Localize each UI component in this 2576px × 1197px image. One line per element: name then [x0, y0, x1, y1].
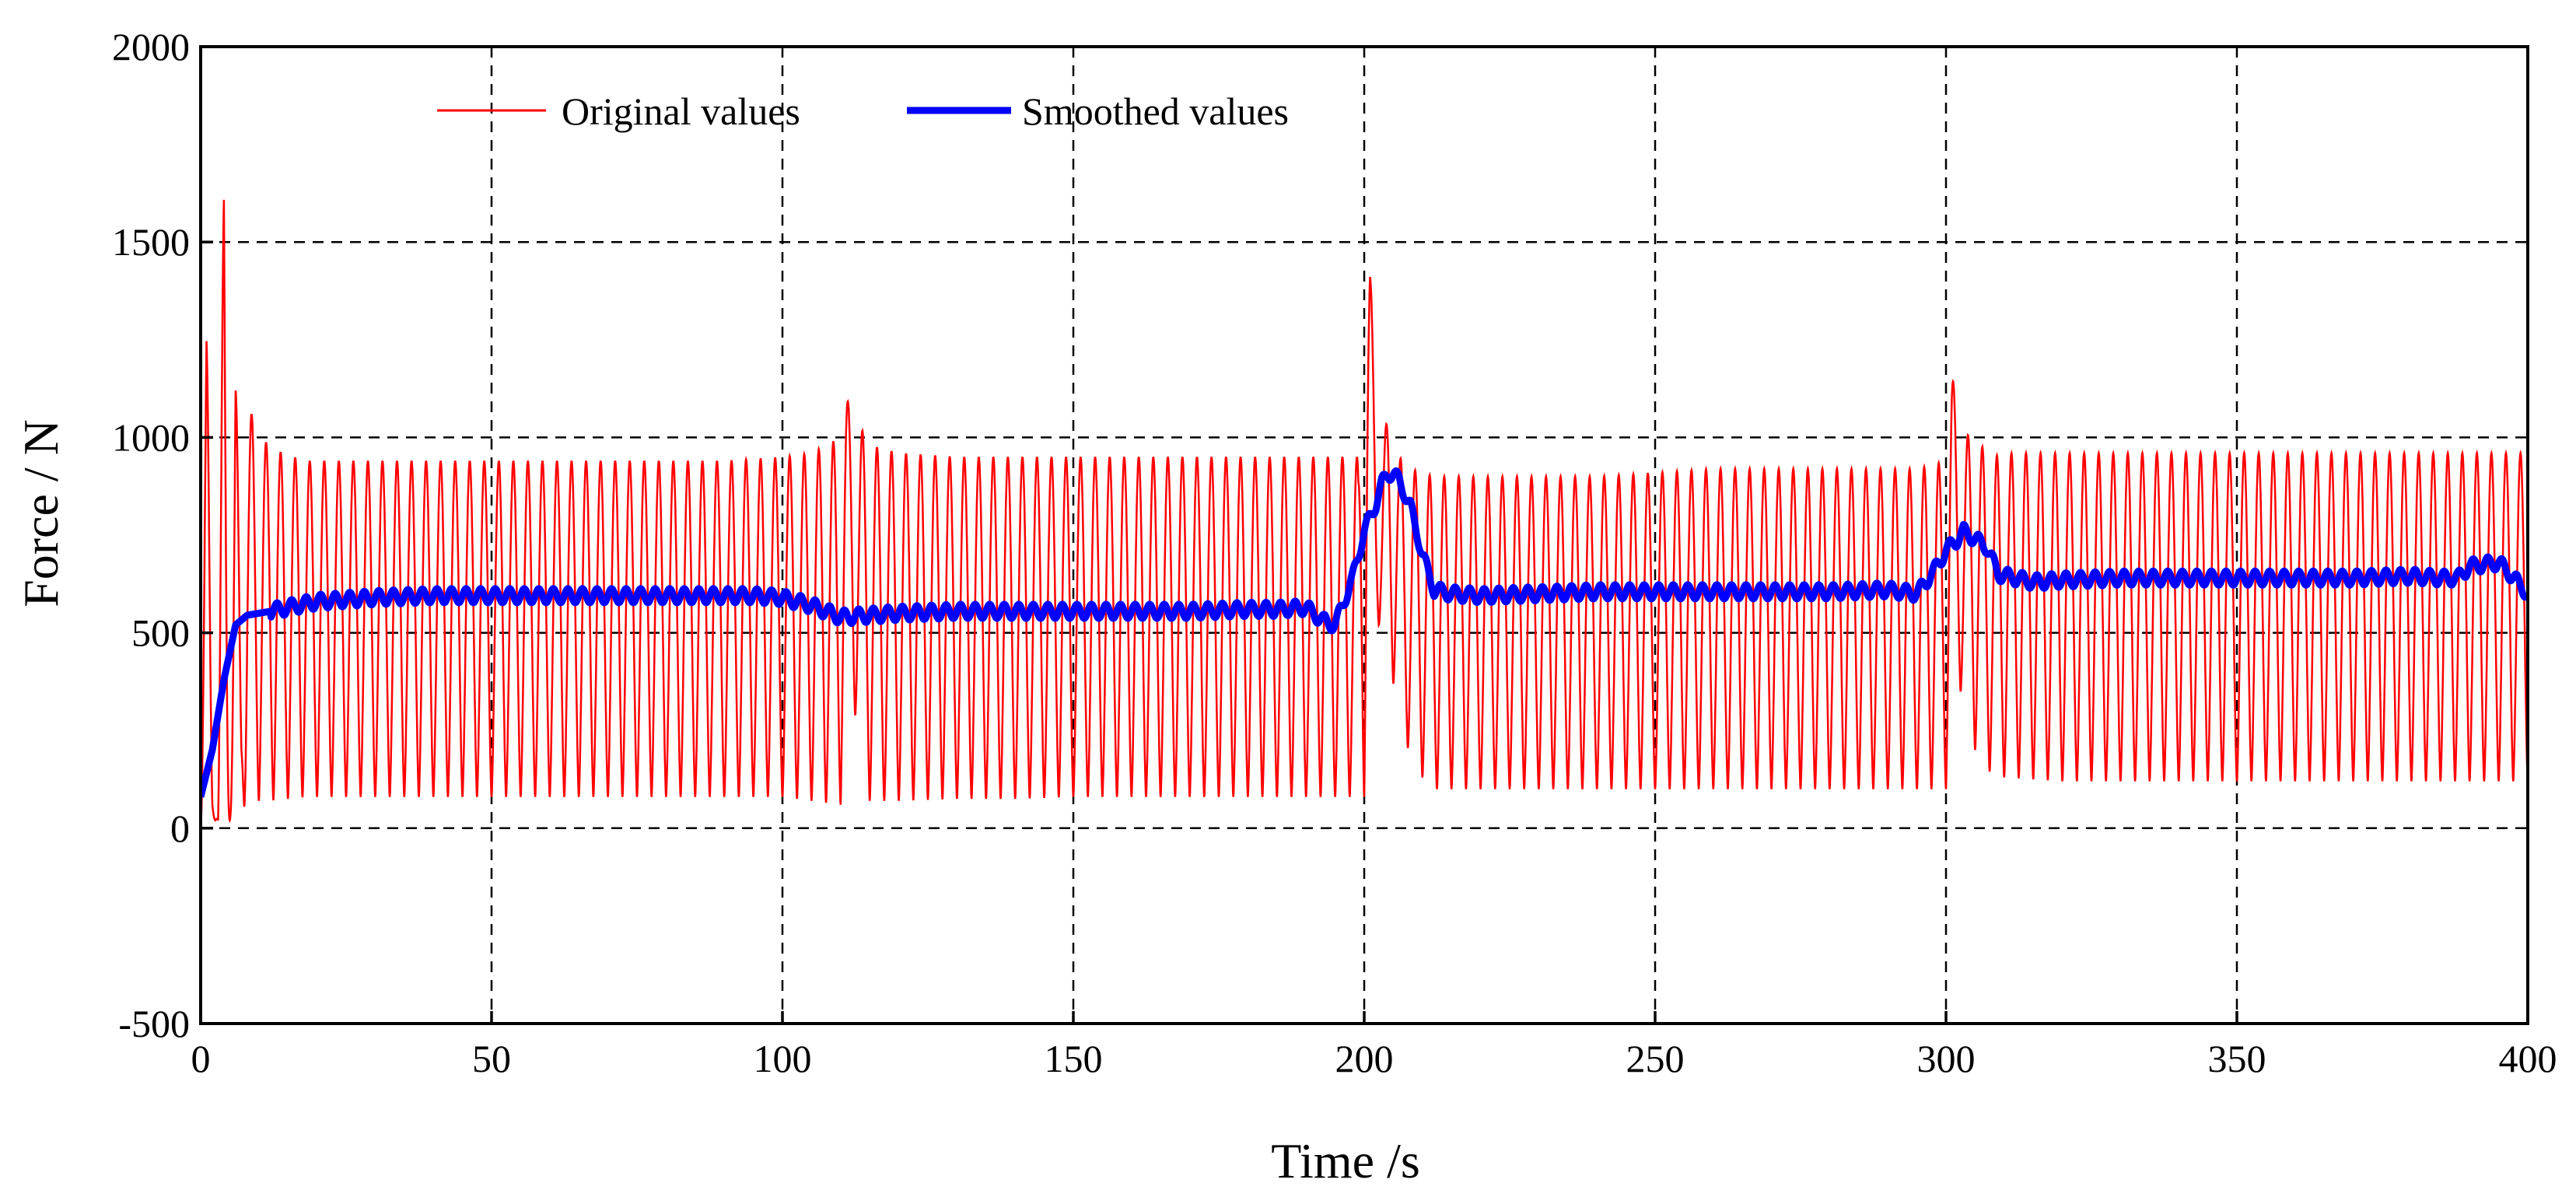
legend-label-smoothed-values: Smoothed values: [1022, 89, 1289, 133]
y-tick-label: 1000: [112, 415, 190, 459]
x-tick-label: 300: [1917, 1037, 1976, 1080]
series-smoothed-values: [201, 467, 2528, 799]
legend: Original values Smoothed values: [437, 89, 1289, 133]
x-tick-label: 250: [1626, 1037, 1685, 1080]
y-axis-title: Force / N: [13, 419, 68, 607]
y-tick-label: 2000: [112, 25, 190, 68]
x-tick-label: 200: [1335, 1037, 1394, 1080]
y-tick-label: -500: [118, 1002, 190, 1045]
x-tick-label: 350: [2208, 1037, 2266, 1080]
x-tick-label: 50: [472, 1037, 511, 1080]
x-axis-title: Time /s: [1271, 1133, 1420, 1188]
tick-layer: 0 50 100 150 200 250 300 350 400-500050010001500…: [112, 25, 2557, 1080]
x-tick-label: 0: [191, 1037, 211, 1080]
x-tick-label: 400: [2499, 1037, 2557, 1080]
y-tick-label: 1500: [112, 220, 190, 264]
series-layer: [201, 199, 2528, 828]
legend-label-original-values: Original values: [562, 89, 800, 133]
x-tick-label: 150: [1045, 1037, 1103, 1080]
y-tick-label: 500: [131, 611, 190, 655]
y-tick-label: 0: [170, 807, 190, 850]
series-original-values: [201, 199, 2528, 828]
x-tick-label: 100: [754, 1037, 812, 1080]
